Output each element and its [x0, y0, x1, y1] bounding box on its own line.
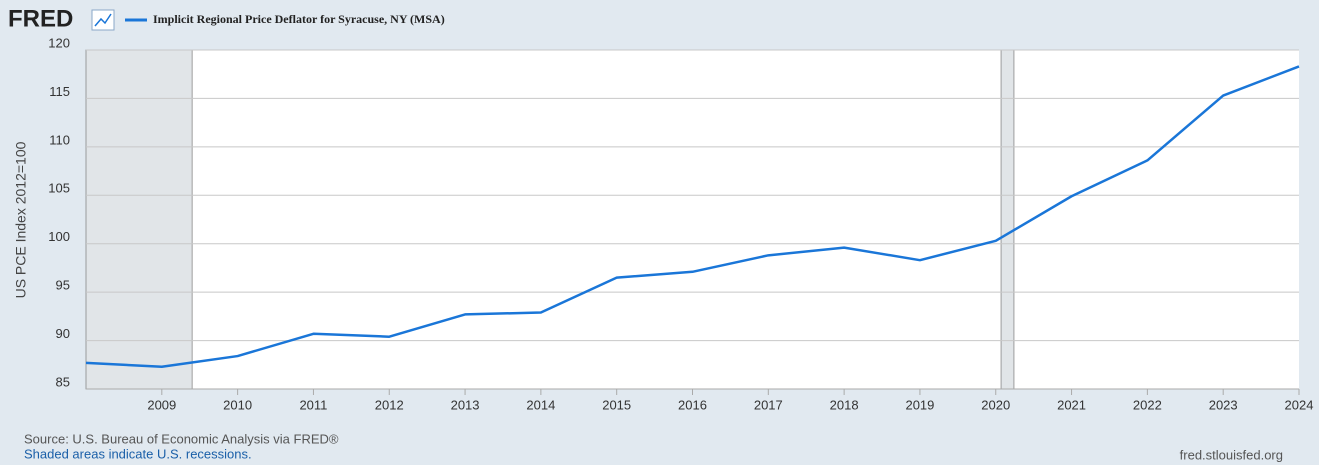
x-tick-label: 2018 — [830, 397, 859, 412]
x-tick-label: 2016 — [678, 397, 707, 412]
y-tick-label: 95 — [56, 278, 70, 293]
y-tick-label: 90 — [56, 326, 70, 341]
logo-icon — [91, 9, 115, 31]
x-tick-label: 2017 — [754, 397, 783, 412]
recession-note[interactable]: Shaded areas indicate U.S. recessions. — [24, 446, 252, 461]
y-tick-label: 115 — [49, 84, 70, 99]
y-tick-label: 120 — [48, 35, 70, 50]
x-tick-label: 2013 — [451, 397, 480, 412]
x-tick-label: 2024 — [1285, 397, 1314, 412]
y-axis-label: US PCE Index 2012=100 — [13, 141, 29, 298]
x-tick-label: 2011 — [299, 397, 327, 412]
recession-band — [85, 49, 193, 390]
y-tick-label: 85 — [56, 374, 70, 389]
plot-area — [86, 50, 1299, 389]
x-tick-label: 2009 — [147, 397, 176, 412]
source: Source: U.S. Bureau of Economic Analysis… — [24, 431, 339, 446]
x-tick-label: 2023 — [1209, 397, 1238, 412]
logo[interactable]: FRED — [8, 5, 73, 32]
data-line — [85, 65, 1300, 368]
x-tick-label: 2012 — [375, 397, 404, 412]
y-tick-label: 100 — [48, 229, 70, 244]
x-tick-label: 2022 — [1133, 397, 1162, 412]
y-tick-label: 110 — [49, 132, 70, 147]
x-tick-label: 2010 — [223, 397, 252, 412]
legend-label: Implicit Regional Price Deflator for Syr… — [153, 12, 445, 26]
x-tick-label: 2019 — [905, 397, 934, 412]
x-tick-label: 2021 — [1057, 397, 1086, 412]
x-tick-label: 2014 — [526, 397, 555, 412]
site[interactable]: fred.stlouisfed.org — [1180, 447, 1283, 462]
x-tick-label: 2015 — [602, 397, 631, 412]
y-tick-label: 105 — [48, 181, 70, 196]
x-tick-label: 2020 — [981, 397, 1010, 412]
recession-band — [1000, 49, 1015, 390]
